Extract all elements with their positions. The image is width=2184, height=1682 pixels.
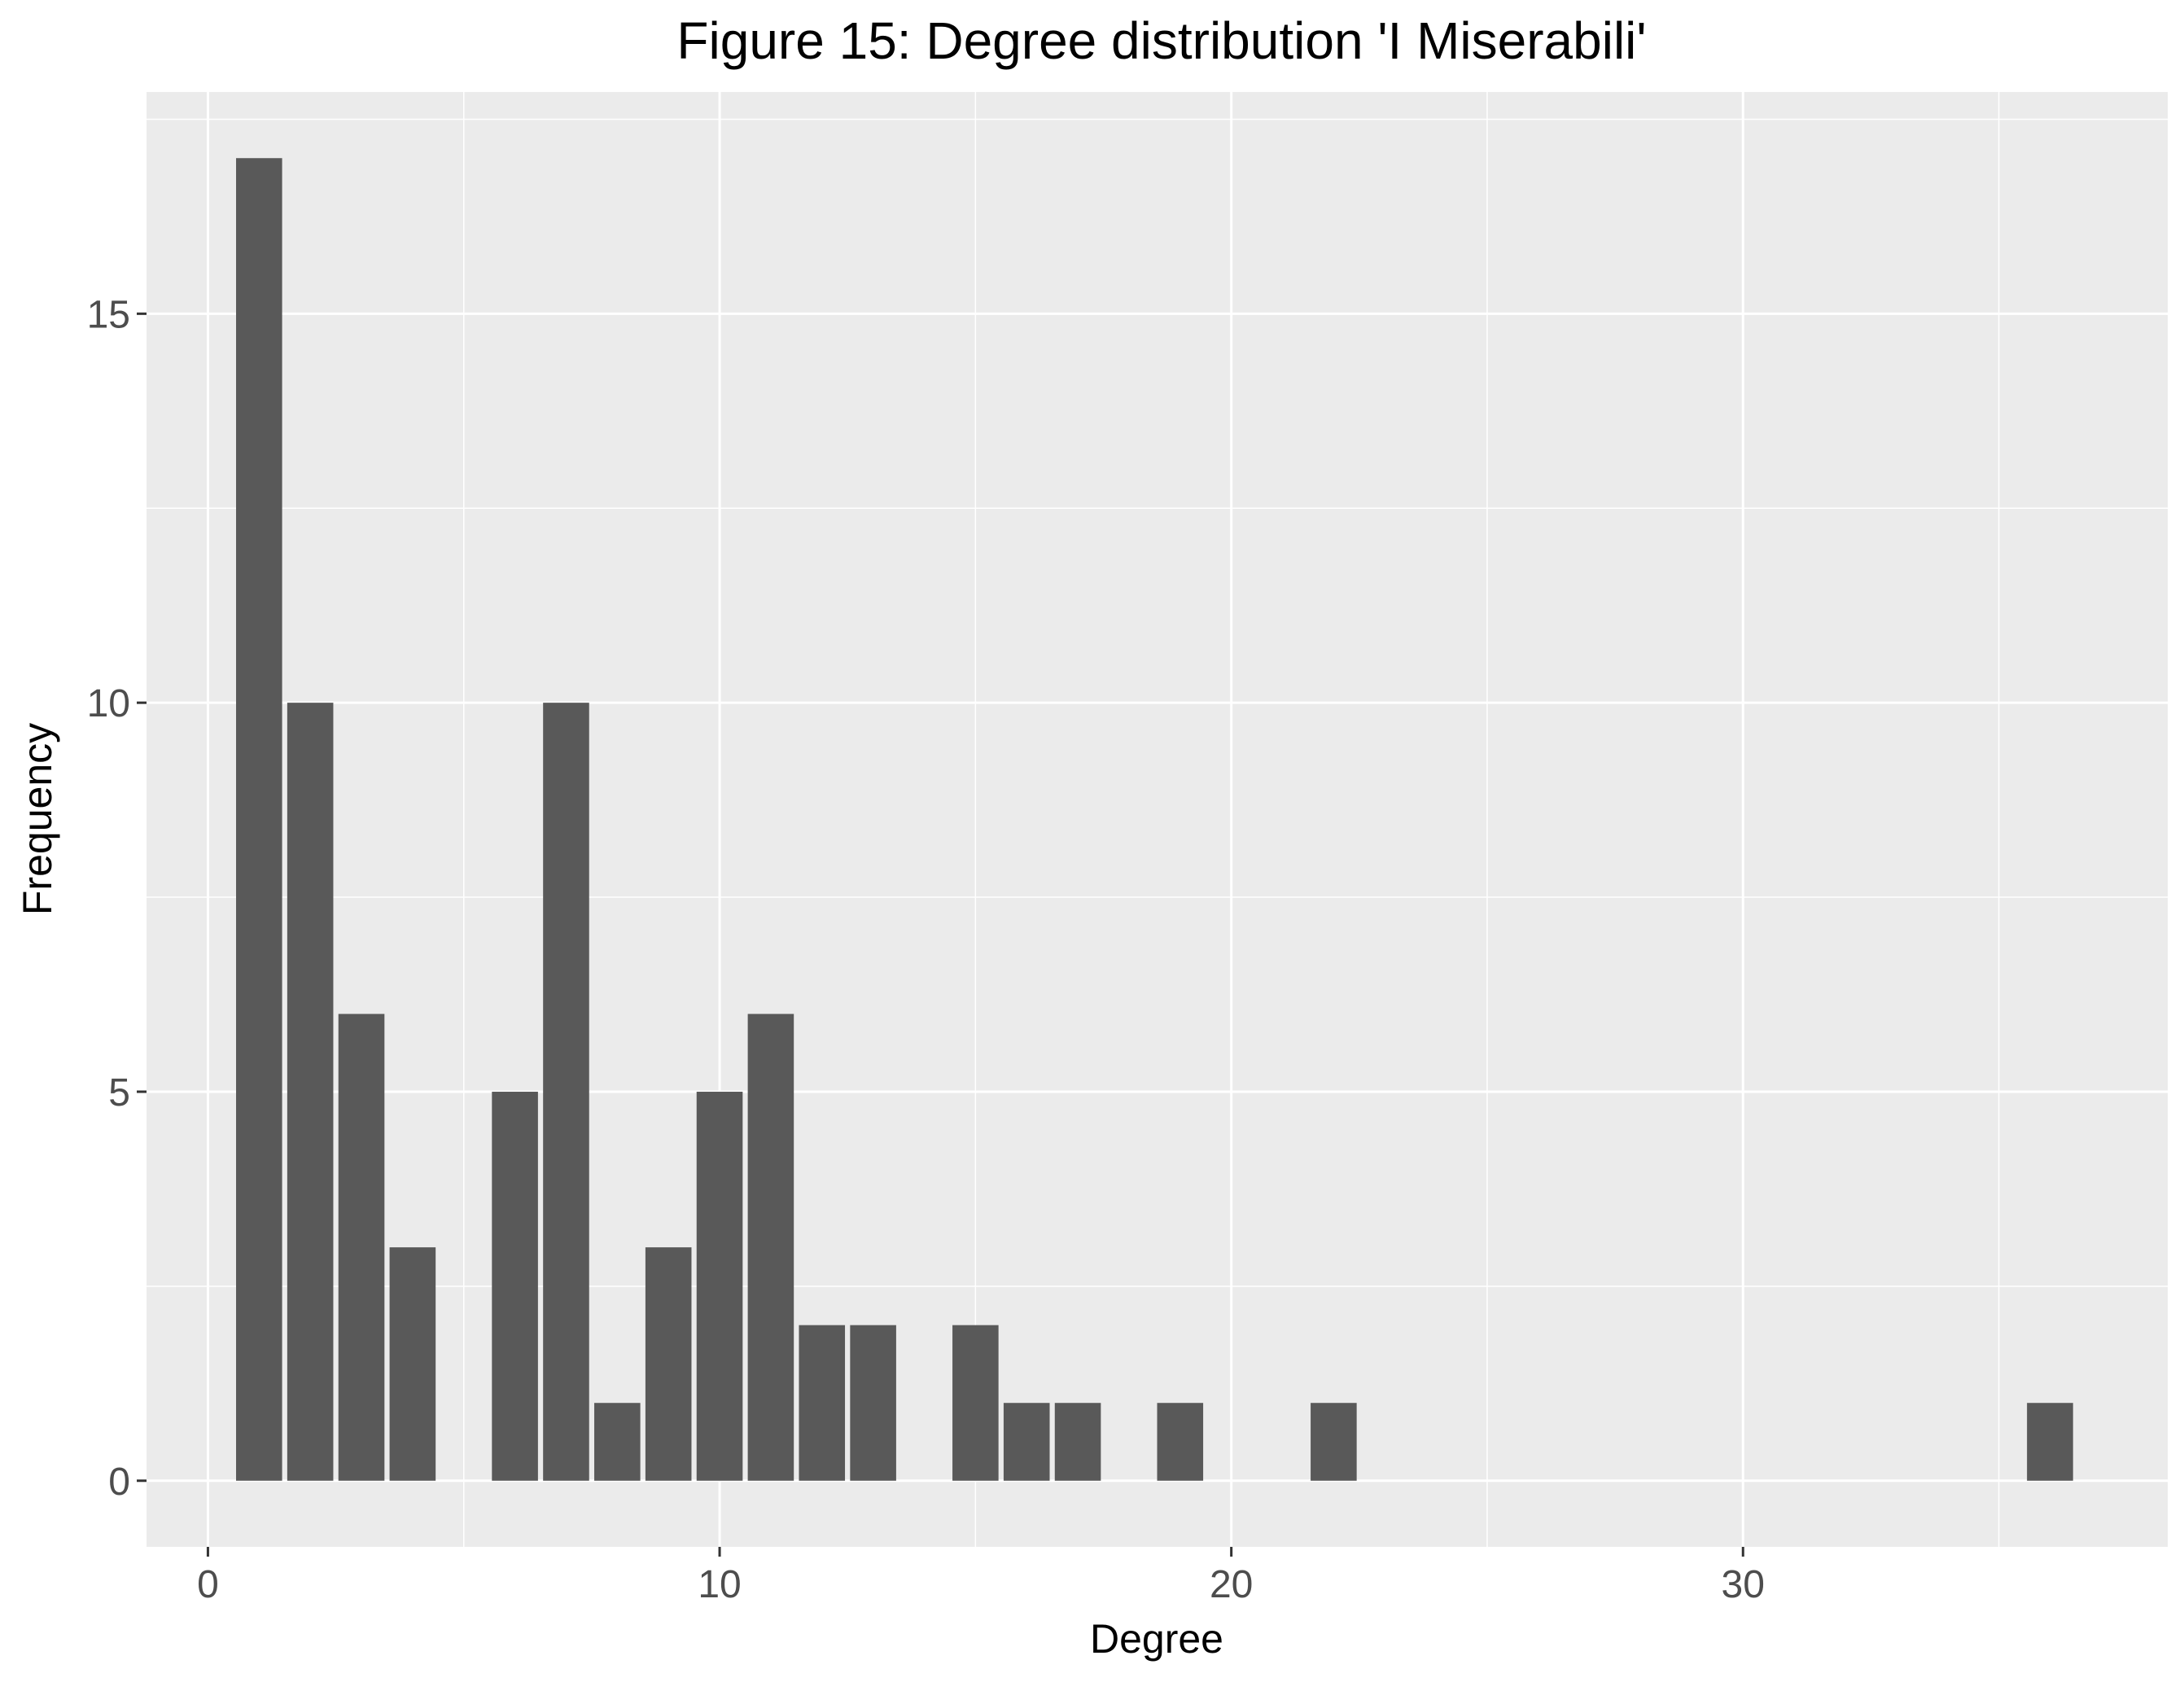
bar-degree-12 [799,1325,846,1481]
bar-degree-9 [645,1247,692,1481]
bar-degree-13 [850,1325,896,1481]
bar-degree-11 [747,1014,794,1481]
y-tick-label: 15 [87,293,130,336]
bar-degree-6 [492,1091,538,1481]
bar-degree-8 [594,1403,641,1481]
bar-degree-3 [338,1014,385,1481]
x-tick-label: 20 [1210,1563,1253,1606]
bar-degree-10 [696,1091,743,1481]
y-tick-label: 10 [87,682,130,725]
bar-degree-4 [389,1247,436,1481]
bar-degree-16 [1003,1403,1050,1481]
bar-degree-15 [952,1325,999,1481]
bar-degree-22 [1311,1403,1357,1481]
x-axis-title: Degree [1090,1616,1223,1662]
x-tick-label: 30 [1722,1563,1765,1606]
bar-degree-2 [287,703,334,1481]
y-tick-label: 5 [108,1071,130,1115]
bar-degree-17 [1054,1403,1101,1481]
bar-degree-36 [2027,1403,2073,1481]
plot-panel [147,92,2168,1547]
y-axis-title: Frequency [15,723,60,915]
y-axis: 0 5 10 15 [87,293,147,1504]
chart-title: Figure 15: Degree distribution 'I Misera… [676,11,1646,70]
bar-degree-1 [236,158,282,1481]
x-axis: 0 10 20 30 [197,1547,1765,1606]
bar-degree-7 [543,703,589,1481]
bars [236,158,2073,1481]
x-tick-label: 10 [698,1563,741,1606]
x-tick-label: 0 [197,1563,219,1606]
minor-gridlines [147,92,2168,1547]
y-tick-label: 0 [108,1461,130,1504]
bar-degree-19 [1157,1403,1204,1481]
